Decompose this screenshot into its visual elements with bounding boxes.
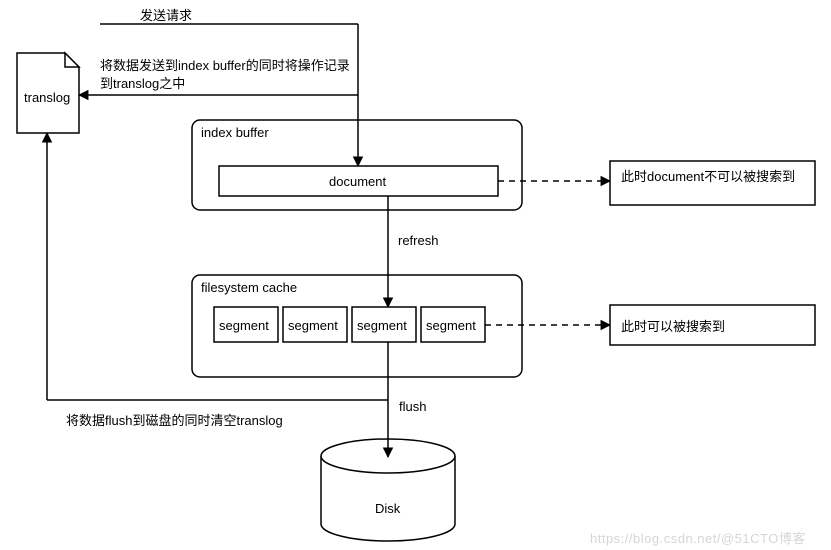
watermark: https://blog.csdn.net/@51CTO博客: [590, 528, 806, 547]
label-segment-4: segment: [426, 317, 476, 335]
label-translog: translog: [24, 89, 70, 107]
label-flush-note: 将数据flush到磁盘的同时清空translog: [66, 412, 286, 430]
label-index-buffer: index buffer: [201, 125, 269, 140]
label-send-request: 发送请求: [140, 7, 192, 25]
label-document: document: [329, 173, 386, 191]
label-disk: Disk: [375, 500, 400, 518]
label-note2: 此时可以被搜索到: [621, 318, 801, 336]
label-filesystem-cache: filesystem cache: [201, 280, 297, 295]
label-refresh: refresh: [398, 232, 438, 250]
label-segment-2: segment: [288, 317, 338, 335]
label-segment-3: segment: [357, 317, 407, 335]
label-note1: 此时document不可以被搜索到: [621, 168, 801, 186]
label-segment-1: segment: [219, 317, 269, 335]
label-flush: flush: [399, 398, 426, 416]
label-send-to-buffer: 将数据发送到index buffer的同时将操作记录到translog之中: [100, 57, 360, 92]
